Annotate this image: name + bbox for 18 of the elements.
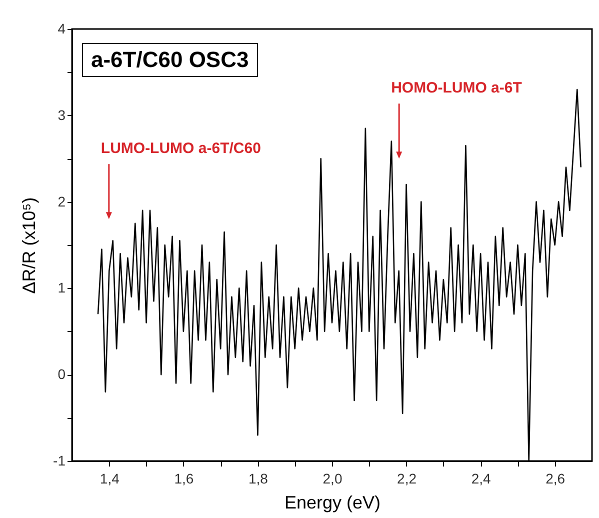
- y-tick-label: 2: [58, 193, 66, 210]
- y-tick-label: 1: [58, 280, 66, 296]
- annotation: a-6T/C60 OSC3: [82, 43, 258, 77]
- x-tick-label: 2,6: [546, 470, 566, 486]
- y-tick-label: -1: [53, 452, 66, 468]
- x-tick-label: 1,6: [174, 470, 194, 486]
- x-axis-title: Energy (eV): [284, 492, 381, 512]
- annotation: HOMO-LUMO a-6T: [391, 80, 522, 97]
- annotation: LUMO-LUMO a-6T/C60: [100, 140, 261, 158]
- y-tick-label: 3: [58, 106, 66, 123]
- y-axis-title: ΔR/R (x10⁵): [19, 197, 40, 294]
- x-tick-label: 1,4: [100, 470, 120, 486]
- y-tick-label: 0: [58, 366, 66, 382]
- x-tick-label: 1,8: [248, 470, 268, 486]
- x-tick-label: 2,4: [471, 470, 492, 486]
- x-tick-label: 2,0: [322, 470, 342, 486]
- x-tick-label: 2,2: [397, 470, 417, 486]
- y-tick-label: 4: [58, 20, 66, 36]
